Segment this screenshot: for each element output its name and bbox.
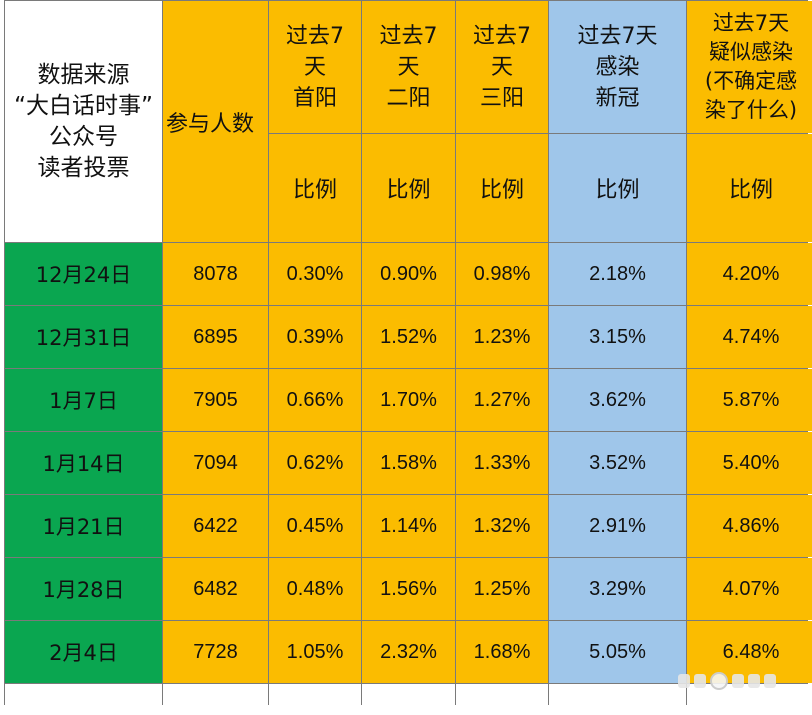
row-date: 2月4日 xyxy=(5,621,162,683)
row-third: 1.32% xyxy=(456,495,548,557)
row-third: 1.25% xyxy=(456,558,548,620)
header-line: 过去7天 xyxy=(712,11,790,35)
ratio-label: 比例 xyxy=(362,134,455,242)
third-positive-header: 过去7 天 三阳 xyxy=(456,1,548,133)
blank-cell xyxy=(687,684,812,715)
source-line: 数据来源 xyxy=(37,61,130,88)
blank-cell xyxy=(5,684,162,715)
row-first: 0.62% xyxy=(269,432,361,494)
header-line: 天 xyxy=(303,54,326,80)
row-suspected: 4.74% xyxy=(687,306,812,368)
row-date: 12月31日 xyxy=(5,306,162,368)
ratio-label: 比例 xyxy=(687,134,812,242)
source-line: 公众号 xyxy=(49,123,118,150)
header-line: 天 xyxy=(490,54,513,80)
row-first: 0.48% xyxy=(269,558,361,620)
header-line: 天 xyxy=(397,54,420,80)
row-second: 1.70% xyxy=(362,369,455,431)
survey-table: 数据来源 “大白话时事” 公众号 读者投票 参与人数 过去7 天 首阳 过去7 … xyxy=(4,0,812,715)
row-suspected: 4.07% xyxy=(687,558,812,620)
header-line: 染了什么) xyxy=(704,98,798,122)
watermark-mark xyxy=(748,674,760,688)
ratio-label: 比例 xyxy=(456,134,548,242)
row-second: 1.14% xyxy=(362,495,455,557)
row-first: 1.05% xyxy=(269,621,361,683)
row-participants: 7728 xyxy=(163,621,268,683)
row-participants: 6482 xyxy=(163,558,268,620)
header-line: 过去7 xyxy=(379,23,438,49)
row-second: 1.58% xyxy=(362,432,455,494)
source-line: 读者投票 xyxy=(37,154,130,181)
header-line: 过去7 xyxy=(286,23,344,49)
ratio-label: 比例 xyxy=(549,134,686,242)
header-line: 过去7天 xyxy=(577,23,658,49)
row-participants: 7094 xyxy=(163,432,268,494)
row-third: 1.27% xyxy=(456,369,548,431)
blank-cell xyxy=(269,684,361,715)
header-line: 三阳 xyxy=(479,85,524,111)
row-third: 1.33% xyxy=(456,432,548,494)
row-first: 0.66% xyxy=(269,369,361,431)
row-suspected: 4.20% xyxy=(687,243,812,305)
header-line: 二阳 xyxy=(386,85,431,111)
header-line: 新冠 xyxy=(595,85,640,111)
row-date: 1月14日 xyxy=(5,432,162,494)
row-third: 1.23% xyxy=(456,306,548,368)
row-infected: 3.29% xyxy=(549,558,686,620)
data-source-header: 数据来源 “大白话时事” 公众号 读者投票 xyxy=(5,1,162,242)
watermark-mark xyxy=(678,674,690,688)
source-line: “大白话时事” xyxy=(14,92,153,119)
row-participants: 6422 xyxy=(163,495,268,557)
row-date: 1月7日 xyxy=(5,369,162,431)
row-second: 0.90% xyxy=(362,243,455,305)
row-first: 0.30% xyxy=(269,243,361,305)
row-third: 1.68% xyxy=(456,621,548,683)
row-second: 2.32% xyxy=(362,621,455,683)
row-first: 0.39% xyxy=(269,306,361,368)
header-line: 疑似感染 xyxy=(709,40,793,64)
watermark-logo xyxy=(678,672,776,690)
watermark-mark xyxy=(694,674,706,688)
row-date: 1月28日 xyxy=(5,558,162,620)
row-suspected: 6.48% xyxy=(687,621,812,683)
row-infected: 3.15% xyxy=(549,306,686,368)
row-suspected: 4.86% xyxy=(687,495,812,557)
row-date: 1月21日 xyxy=(5,495,162,557)
second-positive-header: 过去7 天 二阳 xyxy=(362,1,455,133)
header-line: 首阳 xyxy=(292,85,337,111)
row-infected: 3.52% xyxy=(549,432,686,494)
row-first: 0.45% xyxy=(269,495,361,557)
row-infected: 3.62% xyxy=(549,369,686,431)
infected-header: 过去7天 感染 新冠 xyxy=(549,1,686,133)
header-line: 感染 xyxy=(595,54,640,80)
row-suspected: 5.40% xyxy=(687,432,812,494)
row-participants: 6895 xyxy=(163,306,268,368)
first-positive-header: 过去7 天 首阳 xyxy=(269,1,361,133)
blank-cell xyxy=(549,684,686,715)
header-line: (不确定感 xyxy=(704,69,798,93)
row-participants: 8078 xyxy=(163,243,268,305)
header-line: 过去7 xyxy=(473,23,531,49)
blank-cell xyxy=(456,684,548,715)
watermark-mark xyxy=(764,674,776,688)
watermark-mark xyxy=(710,672,728,690)
row-suspected: 5.87% xyxy=(687,369,812,431)
row-date: 12月24日 xyxy=(5,243,162,305)
row-second: 1.56% xyxy=(362,558,455,620)
watermark-mark xyxy=(732,674,744,688)
row-third: 0.98% xyxy=(456,243,548,305)
row-infected: 2.18% xyxy=(549,243,686,305)
row-participants: 7905 xyxy=(163,369,268,431)
blank-cell xyxy=(362,684,455,715)
row-infected: 2.91% xyxy=(549,495,686,557)
participants-header: 参与人数 xyxy=(163,1,268,242)
row-second: 1.52% xyxy=(362,306,455,368)
blank-cell xyxy=(163,684,268,715)
suspected-header: 过去7天 疑似感染 (不确定感 染了什么) xyxy=(687,1,812,133)
row-infected: 5.05% xyxy=(549,621,686,683)
ratio-label: 比例 xyxy=(269,134,361,242)
